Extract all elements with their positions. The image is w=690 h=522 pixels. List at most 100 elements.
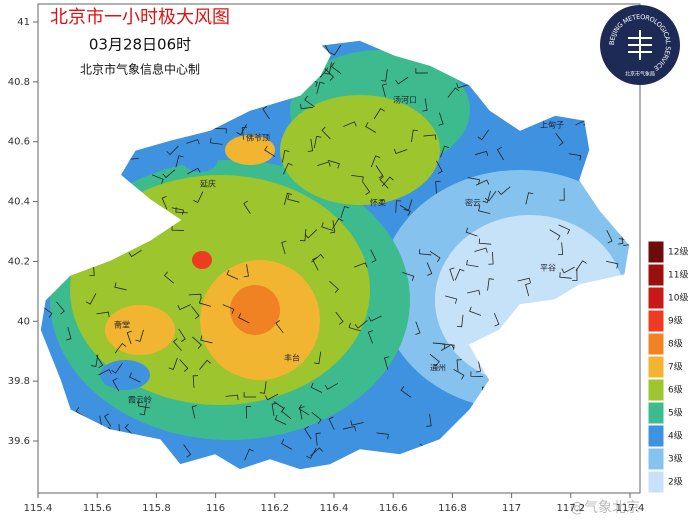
legend-label: 12级 [668, 246, 688, 258]
legend-label: 2级 [668, 476, 683, 488]
wind-barb [575, 260, 587, 271]
wind-barb [438, 112, 444, 126]
wind-barb [445, 295, 458, 304]
wind-barb [381, 176, 394, 187]
wind-barb [329, 220, 336, 234]
legend-label: 9级 [668, 315, 683, 327]
place-name: 通州 [430, 363, 446, 373]
wind-barb [466, 259, 479, 268]
wind-barb [558, 224, 570, 235]
wind-barb [243, 200, 251, 214]
wind-barb [41, 306, 53, 318]
legend-label: 8级 [668, 338, 683, 350]
zone [182, 148, 218, 172]
wind-barb [370, 155, 381, 168]
wind-barb [300, 103, 314, 110]
wind-barb [283, 192, 293, 205]
zone [225, 135, 275, 165]
wind-barb [474, 150, 489, 157]
wind-barb [493, 312, 500, 327]
wind-barb [114, 282, 127, 291]
wind-barb [241, 126, 248, 140]
wind-barb [281, 407, 292, 420]
legend-label: 4级 [668, 430, 683, 442]
wind-barb [166, 145, 179, 156]
legend-swatch [647, 286, 665, 310]
legend-swatch [647, 263, 665, 287]
wind-barb [393, 148, 408, 155]
wind-barb [56, 301, 65, 315]
x-tick-label: 116.6 [379, 503, 408, 514]
legend-swatch [647, 332, 665, 356]
wind-barb [161, 195, 168, 210]
wind-barb [129, 372, 141, 383]
wind-barb [89, 263, 95, 277]
wind-barb [415, 321, 421, 335]
wind-barb [487, 278, 494, 291]
x-tick-label: 116 [206, 503, 225, 514]
wind-barb [313, 135, 322, 149]
wind-barb [379, 176, 389, 189]
wind-barb [321, 222, 334, 231]
wind-barb [187, 167, 201, 175]
wind-barb [350, 420, 364, 426]
wind-barb [112, 377, 120, 392]
legend-label: 6级 [668, 384, 683, 396]
wind-barb [453, 368, 465, 380]
wind-barb [226, 269, 239, 280]
wind-barb [162, 169, 176, 179]
legend-swatch [647, 447, 665, 471]
wind-barb [606, 229, 613, 244]
wind-barb [168, 358, 178, 370]
wind-barb [222, 304, 235, 314]
wind-barb [470, 371, 483, 377]
wind-barb [126, 330, 132, 345]
wind-barb [557, 242, 564, 256]
wind-barb [311, 411, 322, 424]
legend-swatch [647, 378, 665, 402]
wind-barb [402, 271, 415, 281]
wind-barb [183, 444, 192, 458]
wind-barb [259, 381, 267, 394]
wind-barb [478, 206, 491, 215]
wind-barb [171, 225, 184, 231]
wind-barb [342, 425, 357, 432]
wind-barb [465, 227, 478, 237]
wind-barb [330, 62, 342, 75]
x-tick-label: 115.6 [83, 503, 112, 514]
border [39, 39, 631, 471]
wind-barb [380, 69, 388, 82]
wind-barb [381, 83, 388, 97]
legend-swatch [647, 401, 665, 425]
wind-barb [332, 217, 344, 229]
y-tick-label: 39.6 [8, 436, 30, 447]
wind-barb [411, 129, 418, 142]
wind-barb [104, 413, 112, 427]
wind-barb [178, 328, 186, 342]
place-name: 密云 [465, 198, 481, 208]
x-tick-label: 117.2 [556, 503, 585, 514]
wind-barb [264, 145, 276, 157]
wind-barb [559, 272, 572, 279]
place-name: 佛爷顶 [246, 133, 270, 143]
watermark: @气象北京 [570, 500, 640, 516]
wind-barb [474, 247, 488, 253]
wind-barb [264, 393, 279, 401]
wind-barb [477, 129, 489, 141]
wind-barb [335, 311, 344, 325]
wind-barb [137, 401, 151, 409]
wind-barb [175, 155, 184, 168]
logo-name: 北京市气象局 [625, 71, 655, 78]
wind-barb [243, 264, 249, 278]
wind-barb [262, 106, 270, 120]
place-name: 霞云岭 [128, 395, 152, 405]
y-tick-label: 40.4 [8, 197, 30, 208]
place-name: 汤河口 [393, 95, 417, 105]
wind-barb [469, 306, 482, 316]
wind-barb [236, 124, 247, 136]
legend-swatch [647, 470, 665, 494]
wind-barb [429, 353, 440, 366]
wind-barb [525, 192, 534, 205]
wind-barb [340, 205, 350, 218]
place-name: 平谷 [540, 264, 556, 273]
